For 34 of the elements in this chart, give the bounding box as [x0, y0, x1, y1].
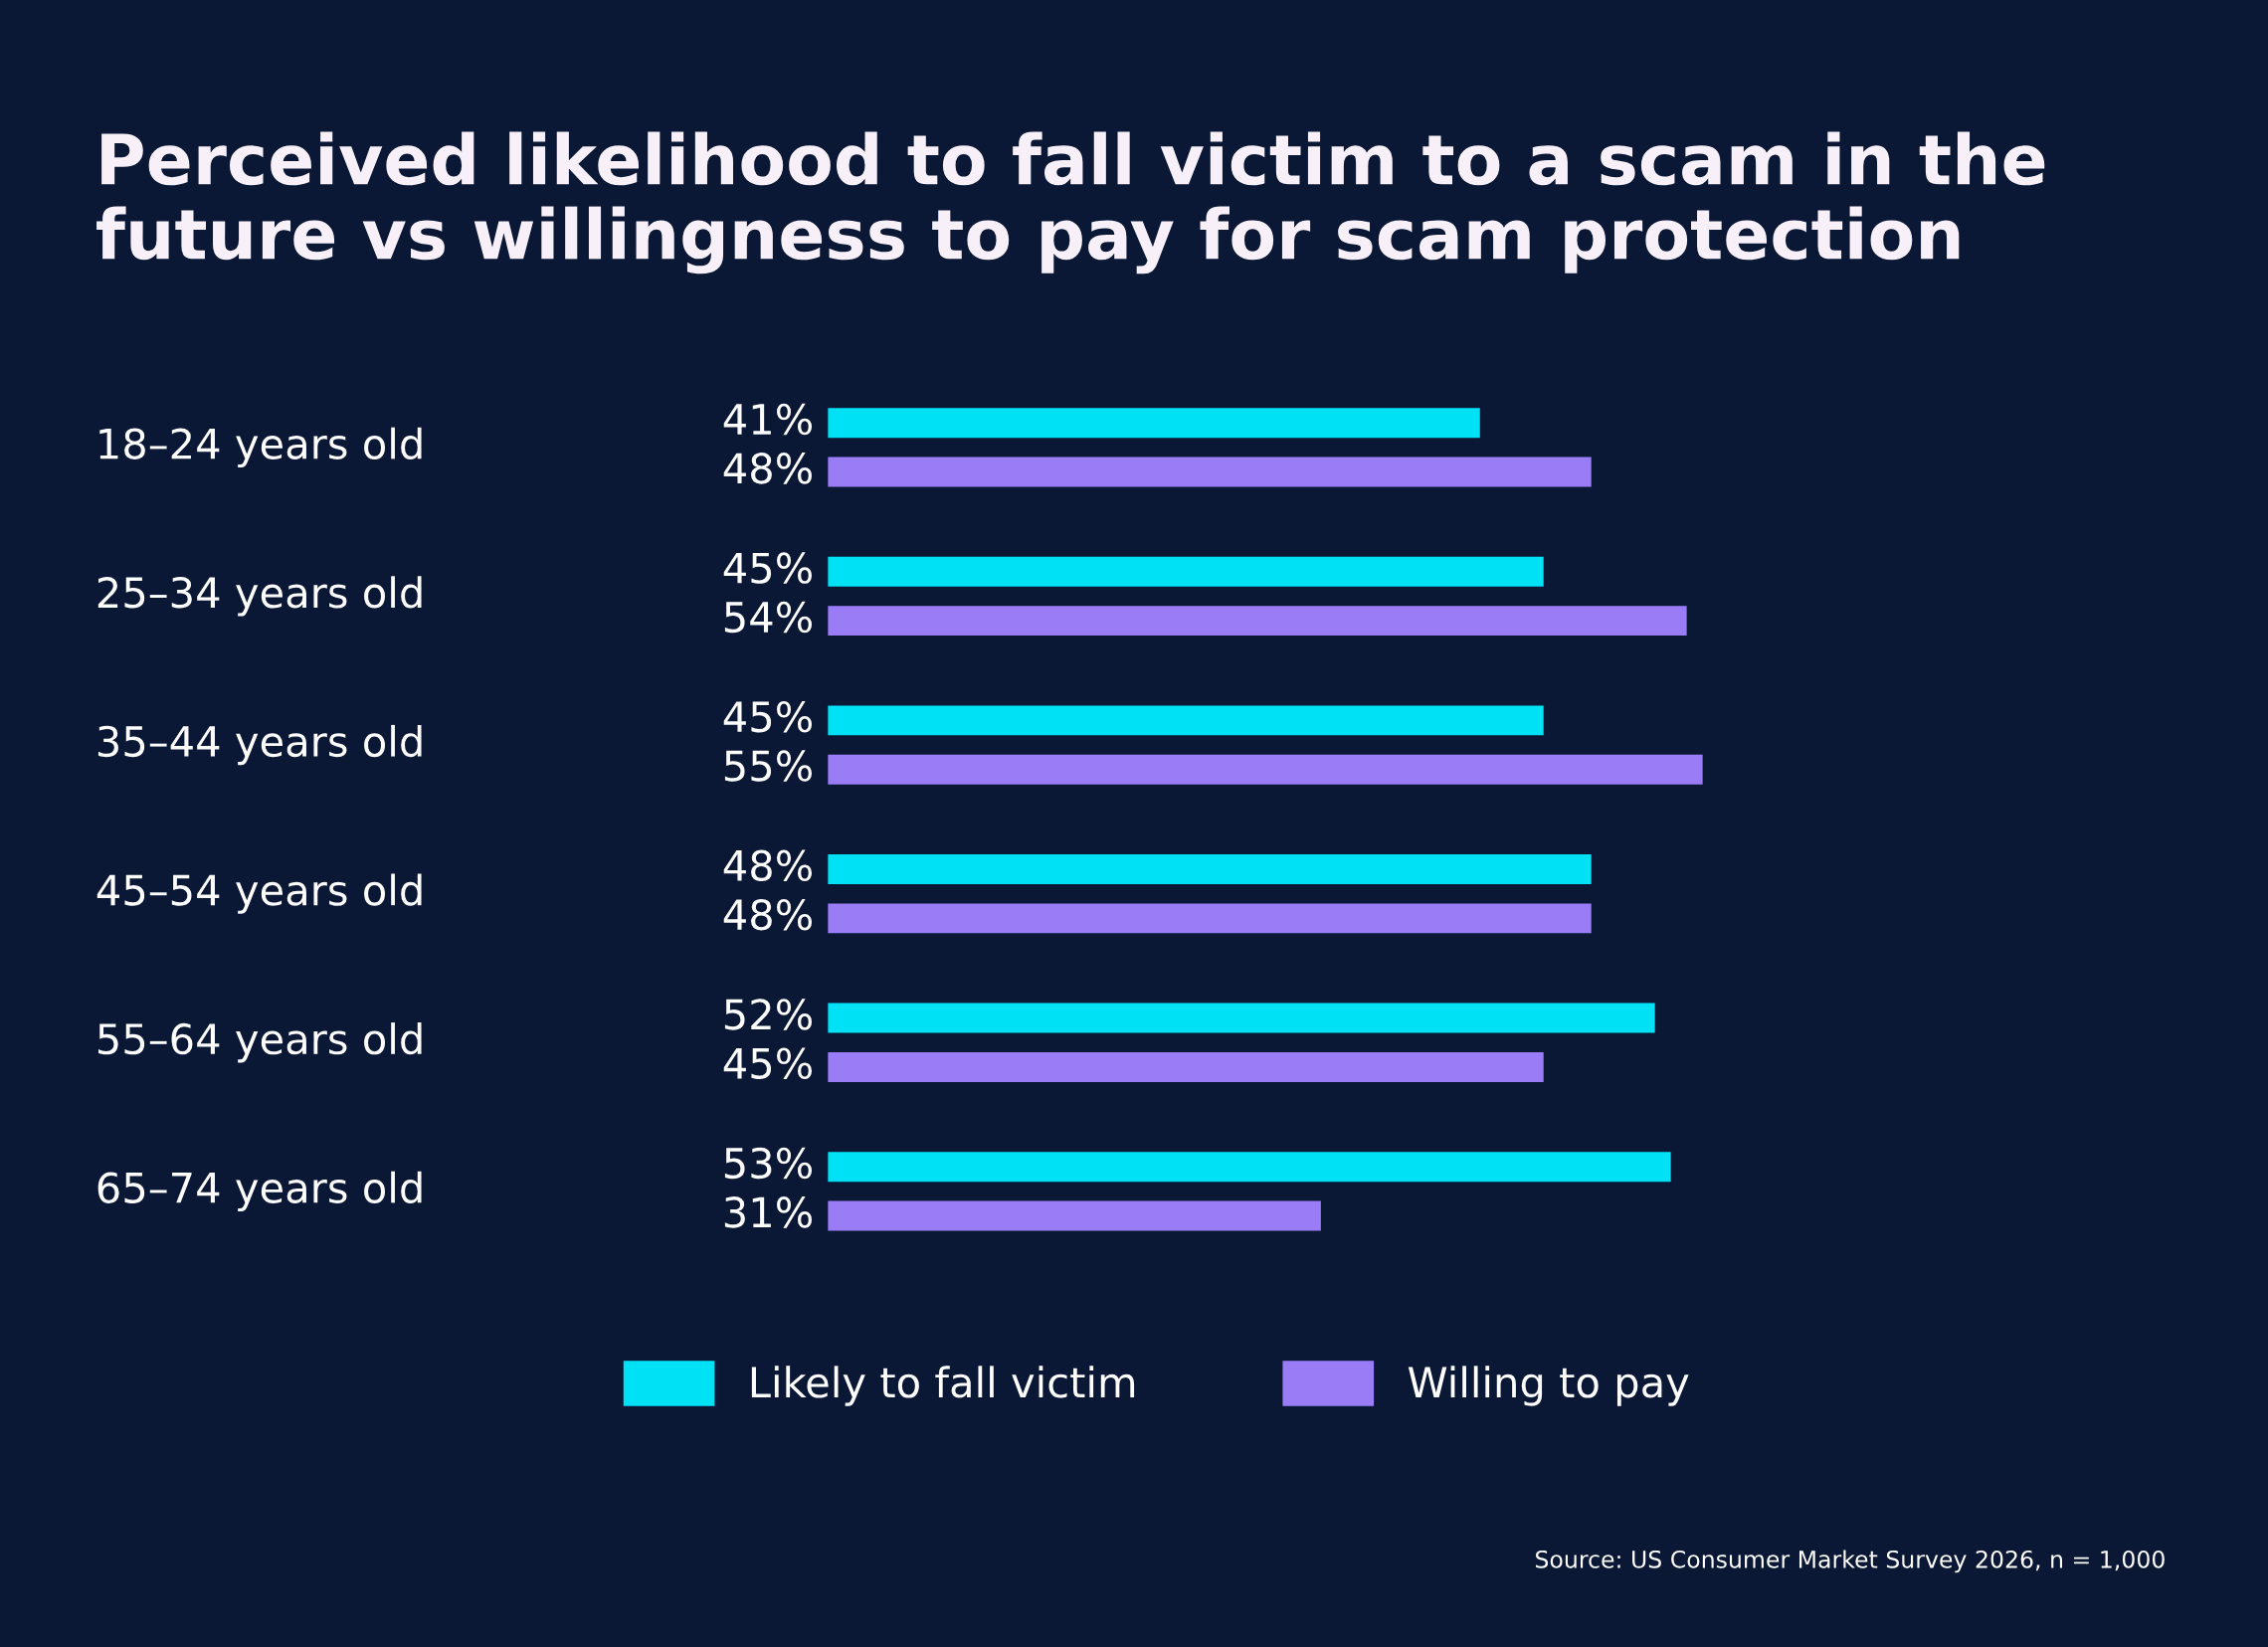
data-label: 48% — [723, 453, 813, 484]
y-tick-label: 55–64 years old — [97, 1022, 422, 1063]
bar — [828, 1003, 1655, 1033]
data-label: 45% — [723, 552, 813, 584]
data-label: 53% — [724, 1147, 813, 1180]
source-note: Source: US Consumer Market Survey 2026, n = 1,000 — [1536, 1550, 2165, 1573]
y-tick-label: 18–24 years old — [99, 427, 422, 468]
data-label: 54% — [724, 601, 813, 634]
data-label: 55% — [724, 750, 813, 782]
bar — [828, 854, 1592, 884]
bar — [828, 903, 1592, 934]
data-label: 52% — [724, 999, 813, 1030]
bar — [828, 457, 1592, 487]
bar — [828, 606, 1687, 637]
y-tick-label: 25–34 years old — [97, 576, 422, 617]
legend-label: Willing to pay — [1408, 1366, 1689, 1406]
data-label: 45% — [723, 700, 813, 733]
data-label: 31% — [724, 1196, 813, 1228]
y-tick-label: 45–54 years old — [96, 873, 422, 914]
bar — [828, 1051, 1544, 1082]
y-tick-label: 35–44 years old — [97, 724, 422, 766]
data-label: 48% — [723, 849, 813, 882]
bar — [828, 754, 1703, 785]
bar — [828, 408, 1480, 439]
data-label: 41% — [723, 403, 813, 436]
chart-title: Perceived likelihood to fall victim to a scam in the future vs willingness to pay for scam protection — [96, 131, 2045, 274]
y-tick-label: 65–74 years old — [97, 1171, 422, 1212]
bar — [828, 1200, 1321, 1231]
bar — [828, 1152, 1671, 1183]
data-label: 45% — [723, 1047, 813, 1080]
bar — [828, 556, 1544, 587]
data-label: 48% — [723, 898, 813, 931]
legend-label: Likely to fall victim — [751, 1366, 1135, 1406]
bar — [828, 705, 1544, 736]
